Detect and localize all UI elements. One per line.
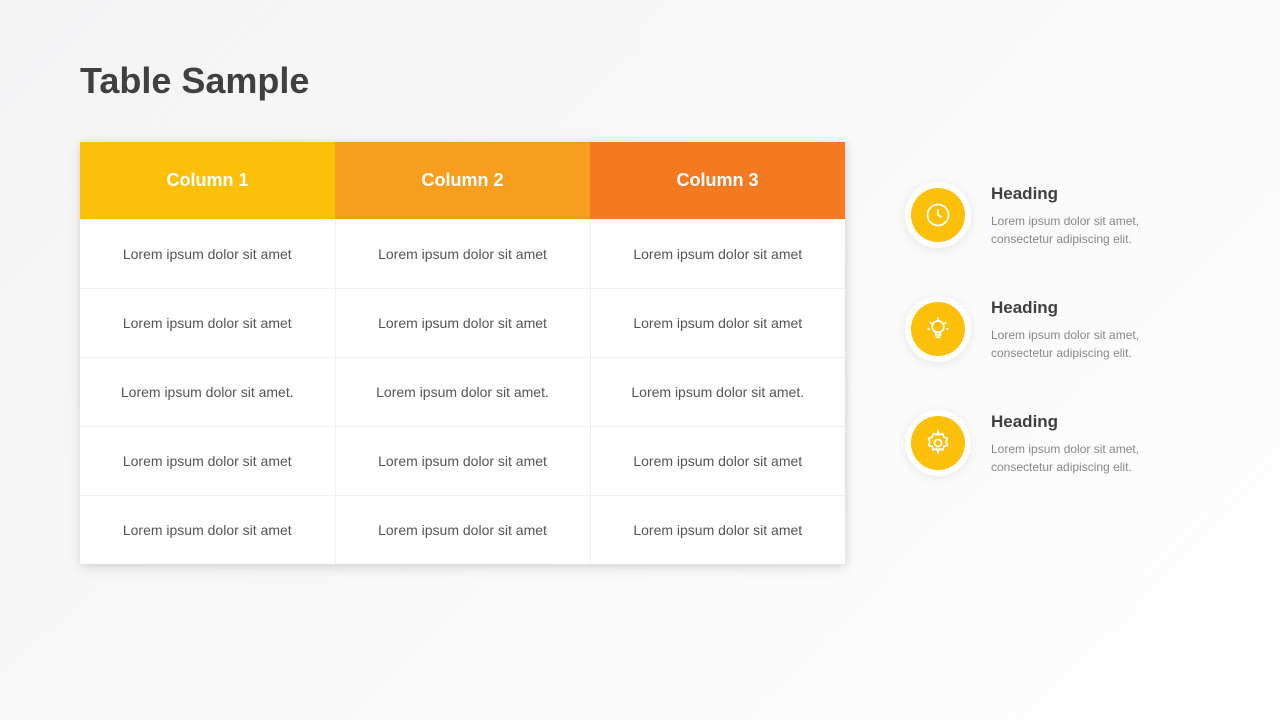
icon-wrapper: [905, 296, 971, 362]
table-cell: Lorem ipsum dolor sit amet.: [80, 358, 335, 427]
table-cell: Lorem ipsum dolor sit amet.: [335, 358, 590, 427]
table-cell: Lorem ipsum dolor sit amet: [335, 496, 590, 565]
table-cell: Lorem ipsum dolor sit amet: [80, 496, 335, 565]
table-cell: Lorem ipsum dolor sit amet: [590, 220, 845, 289]
table-header-col1: Column 1: [80, 142, 335, 220]
sidebar-desc: Lorem ipsum dolor sit amet, consectetur …: [991, 440, 1181, 476]
table-row: Lorem ipsum dolor sit ametLorem ipsum do…: [80, 496, 845, 565]
gear-icon: [911, 416, 965, 470]
icon-wrapper: [905, 182, 971, 248]
table-cell: Lorem ipsum dolor sit amet: [80, 427, 335, 496]
table-cell: Lorem ipsum dolor sit amet: [80, 289, 335, 358]
table-cell: Lorem ipsum dolor sit amet: [590, 496, 845, 565]
sidebar-desc: Lorem ipsum dolor sit amet, consectetur …: [991, 326, 1181, 362]
icon-wrapper: [905, 410, 971, 476]
table-header-col2: Column 2: [335, 142, 590, 220]
table-cell: Lorem ipsum dolor sit amet: [335, 289, 590, 358]
table-cell: Lorem ipsum dolor sit amet: [590, 427, 845, 496]
sidebar-heading: Heading: [991, 298, 1181, 318]
table-row: Lorem ipsum dolor sit ametLorem ipsum do…: [80, 427, 845, 496]
table-cell: Lorem ipsum dolor sit amet: [80, 220, 335, 289]
sample-table: Column 1 Column 2 Column 3 Lorem ipsum d…: [80, 142, 845, 564]
table-cell: Lorem ipsum dolor sit amet.: [590, 358, 845, 427]
table-cell: Lorem ipsum dolor sit amet: [590, 289, 845, 358]
sidebar-item: Heading Lorem ipsum dolor sit amet, cons…: [905, 296, 1200, 362]
sidebar: Heading Lorem ipsum dolor sit amet, cons…: [905, 142, 1200, 524]
table-cell: Lorem ipsum dolor sit amet: [335, 220, 590, 289]
table-row: Lorem ipsum dolor sit ametLorem ipsum do…: [80, 289, 845, 358]
clock-icon: [911, 188, 965, 242]
table-row: Lorem ipsum dolor sit amet.Lorem ipsum d…: [80, 358, 845, 427]
table-section: Column 1 Column 2 Column 3 Lorem ipsum d…: [80, 142, 845, 564]
sidebar-heading: Heading: [991, 184, 1181, 204]
sidebar-item: Heading Lorem ipsum dolor sit amet, cons…: [905, 182, 1200, 248]
table-cell: Lorem ipsum dolor sit amet: [335, 427, 590, 496]
lightbulb-icon: [911, 302, 965, 356]
table-row: Lorem ipsum dolor sit ametLorem ipsum do…: [80, 220, 845, 289]
sidebar-heading: Heading: [991, 412, 1181, 432]
page-title: Table Sample: [80, 60, 1200, 102]
sidebar-desc: Lorem ipsum dolor sit amet, consectetur …: [991, 212, 1181, 248]
table-header-col3: Column 3: [590, 142, 845, 220]
sidebar-item: Heading Lorem ipsum dolor sit amet, cons…: [905, 410, 1200, 476]
